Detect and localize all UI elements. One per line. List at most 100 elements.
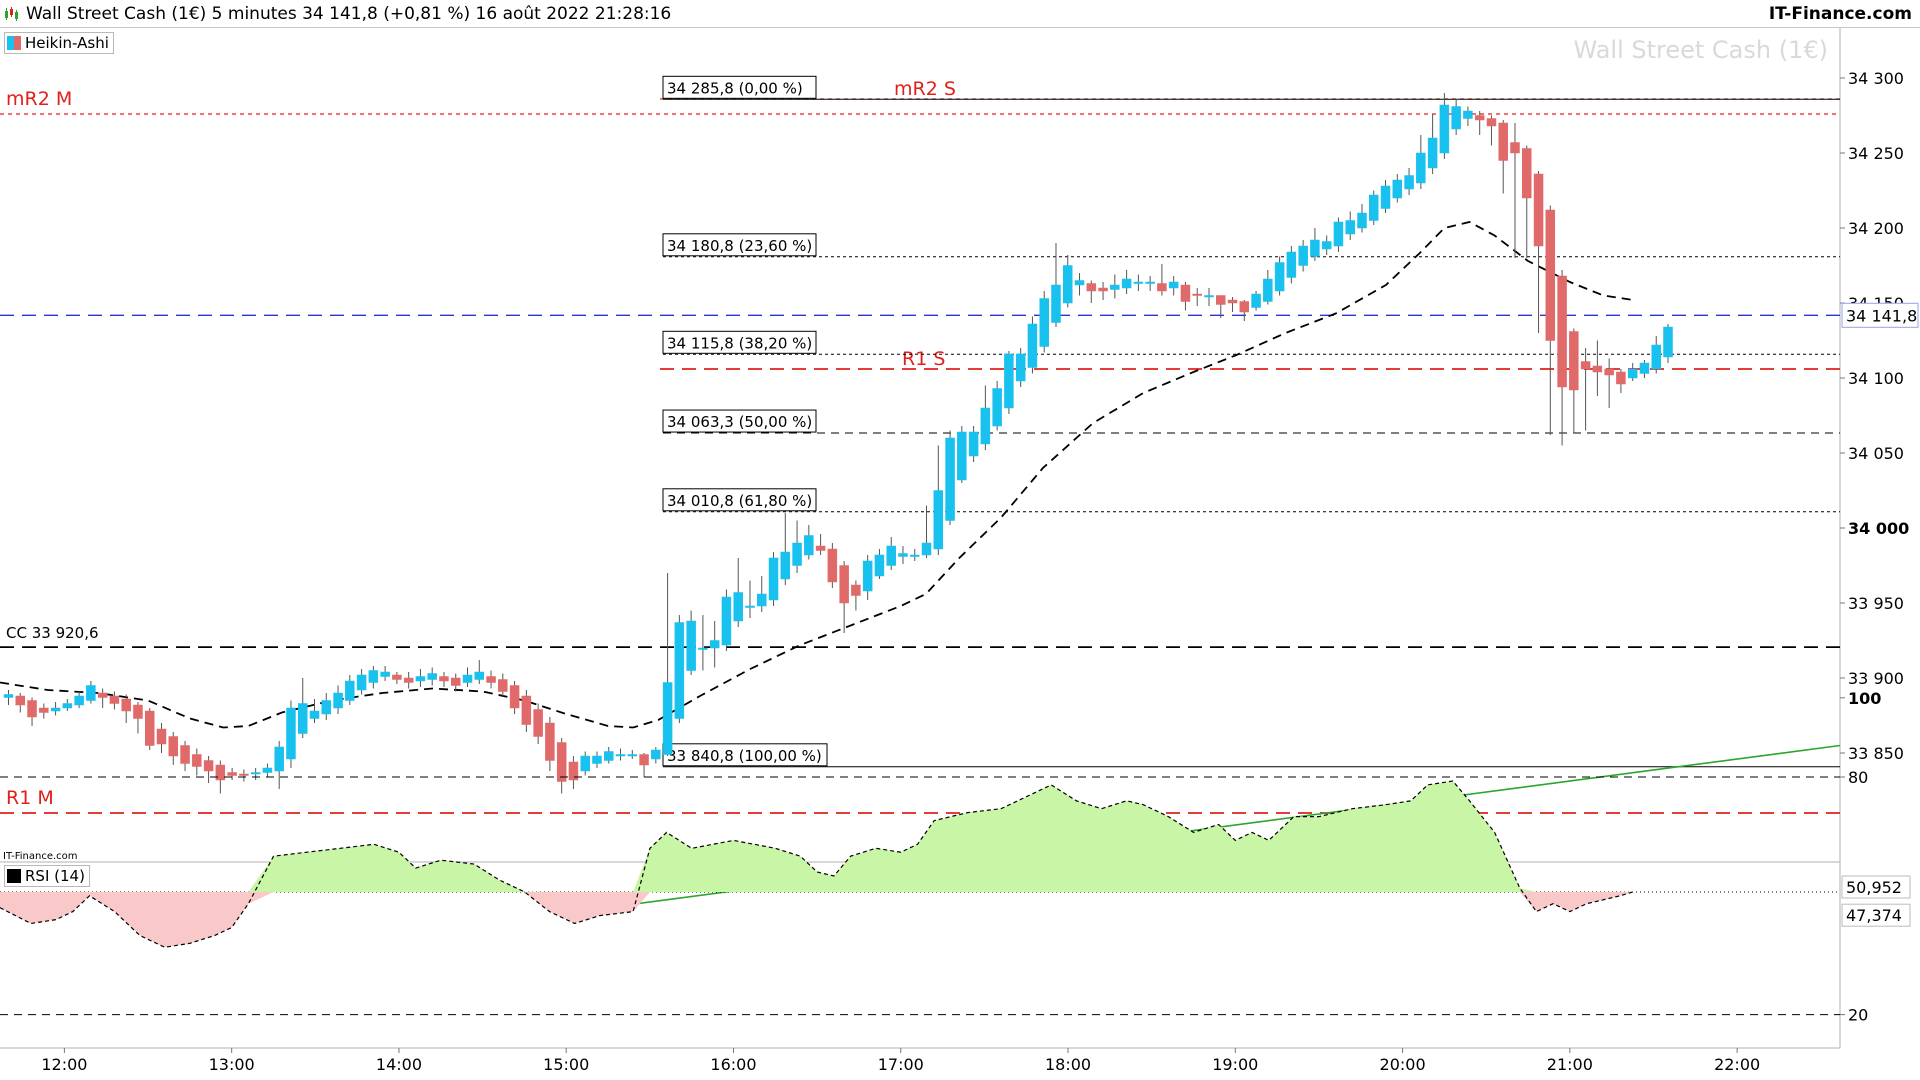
- candle[interactable]: [568, 756, 579, 789]
- candle[interactable]: [910, 549, 920, 561]
- candle[interactable]: [227, 768, 237, 780]
- candle[interactable]: [957, 426, 967, 483]
- candle[interactable]: [1027, 316, 1038, 374]
- candle[interactable]: [603, 747, 614, 764]
- candle[interactable]: [545, 717, 555, 771]
- candle[interactable]: [921, 505, 932, 559]
- candle[interactable]: [1474, 111, 1485, 135]
- candle[interactable]: [992, 381, 1002, 431]
- candle[interactable]: [1357, 204, 1367, 233]
- candle[interactable]: [1274, 256, 1285, 296]
- candle[interactable]: [1121, 270, 1132, 294]
- candle[interactable]: [533, 703, 543, 745]
- candle[interactable]: [639, 753, 649, 777]
- candle[interactable]: [286, 700, 296, 769]
- candle[interactable]: [733, 558, 743, 627]
- candle[interactable]: [898, 546, 908, 564]
- candle[interactable]: [627, 750, 638, 759]
- candle[interactable]: [15, 693, 26, 713]
- candle[interactable]: [756, 576, 767, 612]
- candle[interactable]: [1298, 240, 1308, 272]
- candle[interactable]: [1486, 115, 1497, 146]
- candle[interactable]: [792, 520, 802, 574]
- candle[interactable]: [144, 708, 155, 750]
- candle[interactable]: [462, 667, 473, 688]
- candle[interactable]: [1522, 145, 1532, 259]
- candle[interactable]: [74, 691, 84, 709]
- candle[interactable]: [368, 666, 379, 689]
- candle[interactable]: [1427, 114, 1438, 174]
- candle[interactable]: [62, 699, 73, 711]
- heikin-ashi-legend[interactable]: Heikin-Ashi: [4, 32, 114, 54]
- candle[interactable]: [1380, 180, 1391, 213]
- candle[interactable]: [1180, 282, 1191, 311]
- candle[interactable]: [1098, 282, 1108, 300]
- candle[interactable]: [133, 702, 143, 734]
- candle[interactable]: [1204, 288, 1214, 306]
- candle[interactable]: [615, 748, 626, 761]
- candle[interactable]: [1557, 270, 1567, 446]
- candle[interactable]: [662, 573, 673, 756]
- candle[interactable]: [1592, 340, 1603, 397]
- candle[interactable]: [1310, 228, 1320, 261]
- candle[interactable]: [121, 694, 131, 724]
- candle[interactable]: [356, 669, 367, 695]
- candle[interactable]: [1616, 369, 1626, 393]
- candle[interactable]: [1216, 295, 1226, 319]
- candle[interactable]: [1145, 276, 1155, 291]
- candle[interactable]: [768, 552, 779, 606]
- candle[interactable]: [39, 703, 49, 719]
- candle[interactable]: [297, 678, 308, 738]
- candle[interactable]: [1604, 358, 1614, 409]
- candle[interactable]: [862, 555, 873, 600]
- candle[interactable]: [1168, 276, 1179, 296]
- candle[interactable]: [580, 751, 590, 776]
- candle[interactable]: [874, 549, 885, 579]
- candle[interactable]: [321, 693, 332, 720]
- candle[interactable]: [1333, 217, 1344, 253]
- candle[interactable]: [250, 768, 261, 780]
- candle[interactable]: [1063, 255, 1073, 308]
- candle[interactable]: [50, 702, 61, 716]
- candle[interactable]: [1086, 280, 1097, 304]
- candle[interactable]: [592, 751, 602, 769]
- candle[interactable]: [651, 747, 661, 764]
- candle[interactable]: [333, 685, 343, 715]
- candle[interactable]: [1369, 190, 1379, 226]
- candle[interactable]: [203, 756, 214, 783]
- candle[interactable]: [839, 561, 849, 633]
- candle[interactable]: [521, 690, 532, 732]
- candle[interactable]: [262, 763, 273, 778]
- candle[interactable]: [1439, 93, 1450, 159]
- candle[interactable]: [239, 769, 249, 782]
- candle[interactable]: [674, 615, 685, 723]
- candle[interactable]: [1404, 168, 1414, 195]
- candle[interactable]: [450, 673, 461, 692]
- candle[interactable]: [1239, 300, 1250, 321]
- candle[interactable]: [486, 670, 496, 689]
- candle[interactable]: [415, 669, 426, 687]
- candle[interactable]: [192, 748, 202, 776]
- rsi-legend[interactable]: RSI (14): [4, 865, 90, 887]
- candle[interactable]: [1192, 288, 1202, 306]
- candle[interactable]: [168, 732, 179, 765]
- candle[interactable]: [3, 690, 14, 705]
- candle[interactable]: [345, 675, 355, 705]
- candle[interactable]: [1227, 297, 1238, 312]
- candle[interactable]: [156, 723, 167, 753]
- candle[interactable]: [1004, 351, 1014, 414]
- candle[interactable]: [215, 760, 226, 794]
- candle[interactable]: [1651, 336, 1661, 374]
- candle[interactable]: [1110, 274, 1120, 299]
- candle[interactable]: [1416, 135, 1426, 189]
- candle[interactable]: [827, 543, 838, 588]
- candle[interactable]: [1627, 363, 1638, 381]
- candle[interactable]: [780, 513, 791, 585]
- candle[interactable]: [474, 660, 485, 684]
- candle[interactable]: [1039, 291, 1049, 353]
- candle[interactable]: [180, 741, 190, 771]
- candle[interactable]: [1663, 324, 1673, 363]
- candle[interactable]: [698, 615, 708, 671]
- candle[interactable]: [1015, 348, 1026, 387]
